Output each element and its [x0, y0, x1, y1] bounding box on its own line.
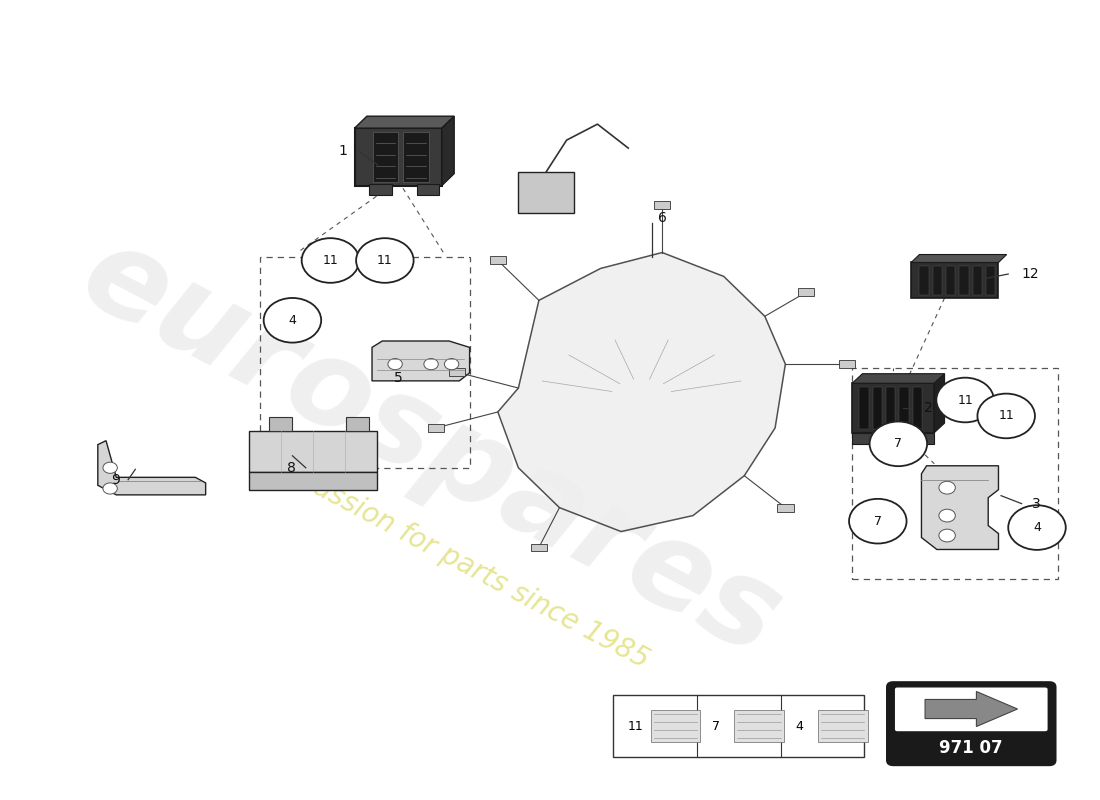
Bar — [428, 424, 444, 432]
Text: 2: 2 — [924, 401, 933, 415]
Bar — [613, 695, 865, 757]
Text: 11: 11 — [999, 410, 1014, 422]
Circle shape — [424, 358, 438, 370]
Circle shape — [936, 378, 994, 422]
Bar — [260, 257, 470, 468]
Bar — [886, 387, 895, 429]
Bar — [354, 128, 442, 186]
Bar — [270, 417, 292, 431]
Text: 8: 8 — [287, 461, 296, 474]
Circle shape — [978, 394, 1035, 438]
Bar — [920, 266, 928, 295]
Text: 6: 6 — [658, 211, 667, 226]
Circle shape — [388, 358, 403, 370]
Circle shape — [103, 462, 118, 474]
Text: 1: 1 — [338, 144, 346, 158]
Bar — [373, 132, 398, 182]
Text: 7: 7 — [712, 719, 719, 733]
Text: 5: 5 — [394, 370, 403, 385]
Text: 11: 11 — [628, 719, 643, 733]
Bar — [839, 360, 855, 368]
Bar — [911, 262, 999, 298]
Text: 4: 4 — [288, 314, 296, 326]
Text: eurospares: eurospares — [63, 214, 800, 681]
Polygon shape — [852, 374, 945, 383]
Text: 7: 7 — [873, 514, 882, 528]
Circle shape — [939, 510, 955, 522]
Text: 9: 9 — [111, 473, 120, 486]
Text: 11: 11 — [322, 254, 339, 267]
Bar — [735, 710, 783, 742]
Text: 4: 4 — [795, 719, 804, 733]
Bar — [370, 184, 392, 195]
Bar — [946, 266, 955, 295]
FancyBboxPatch shape — [887, 682, 1056, 765]
Polygon shape — [498, 253, 785, 531]
Polygon shape — [372, 341, 470, 381]
Circle shape — [870, 422, 927, 466]
Text: 7: 7 — [894, 438, 902, 450]
FancyBboxPatch shape — [894, 687, 1048, 732]
Text: 11: 11 — [377, 254, 393, 267]
Bar — [972, 266, 982, 295]
Circle shape — [444, 358, 459, 370]
Bar — [852, 368, 1057, 579]
Bar — [490, 257, 506, 265]
Bar — [650, 710, 700, 742]
Bar — [872, 387, 882, 429]
Bar — [346, 417, 368, 431]
Bar — [530, 543, 547, 551]
Circle shape — [264, 298, 321, 342]
Circle shape — [849, 499, 906, 543]
Text: 4: 4 — [1033, 521, 1041, 534]
Text: 11: 11 — [957, 394, 974, 406]
Polygon shape — [934, 374, 945, 433]
Bar — [798, 288, 814, 296]
Polygon shape — [354, 116, 454, 128]
Bar — [959, 266, 969, 295]
Circle shape — [939, 529, 955, 542]
Bar — [818, 710, 868, 742]
Polygon shape — [442, 116, 454, 186]
Text: a passion for parts since 1985: a passion for parts since 1985 — [271, 453, 653, 674]
Circle shape — [1009, 506, 1066, 550]
Polygon shape — [925, 691, 1018, 726]
Polygon shape — [922, 466, 999, 550]
Bar — [987, 266, 996, 295]
Bar — [913, 387, 922, 429]
Bar — [778, 504, 793, 512]
Circle shape — [103, 483, 118, 494]
Circle shape — [356, 238, 414, 283]
Bar — [900, 387, 909, 429]
Bar — [933, 266, 942, 295]
Text: 971 07: 971 07 — [939, 739, 1003, 757]
Bar — [852, 383, 934, 433]
Bar — [417, 184, 439, 195]
Polygon shape — [249, 431, 377, 472]
Circle shape — [301, 238, 360, 283]
Bar — [449, 368, 465, 376]
Polygon shape — [911, 254, 1006, 262]
Circle shape — [939, 482, 955, 494]
Bar — [404, 132, 429, 182]
Bar — [852, 433, 934, 444]
Bar — [249, 472, 377, 490]
Polygon shape — [98, 441, 206, 495]
Text: 3: 3 — [1032, 497, 1041, 510]
Bar — [518, 172, 574, 214]
Text: 12: 12 — [1022, 267, 1040, 281]
Bar — [859, 387, 869, 429]
Bar — [653, 201, 670, 209]
